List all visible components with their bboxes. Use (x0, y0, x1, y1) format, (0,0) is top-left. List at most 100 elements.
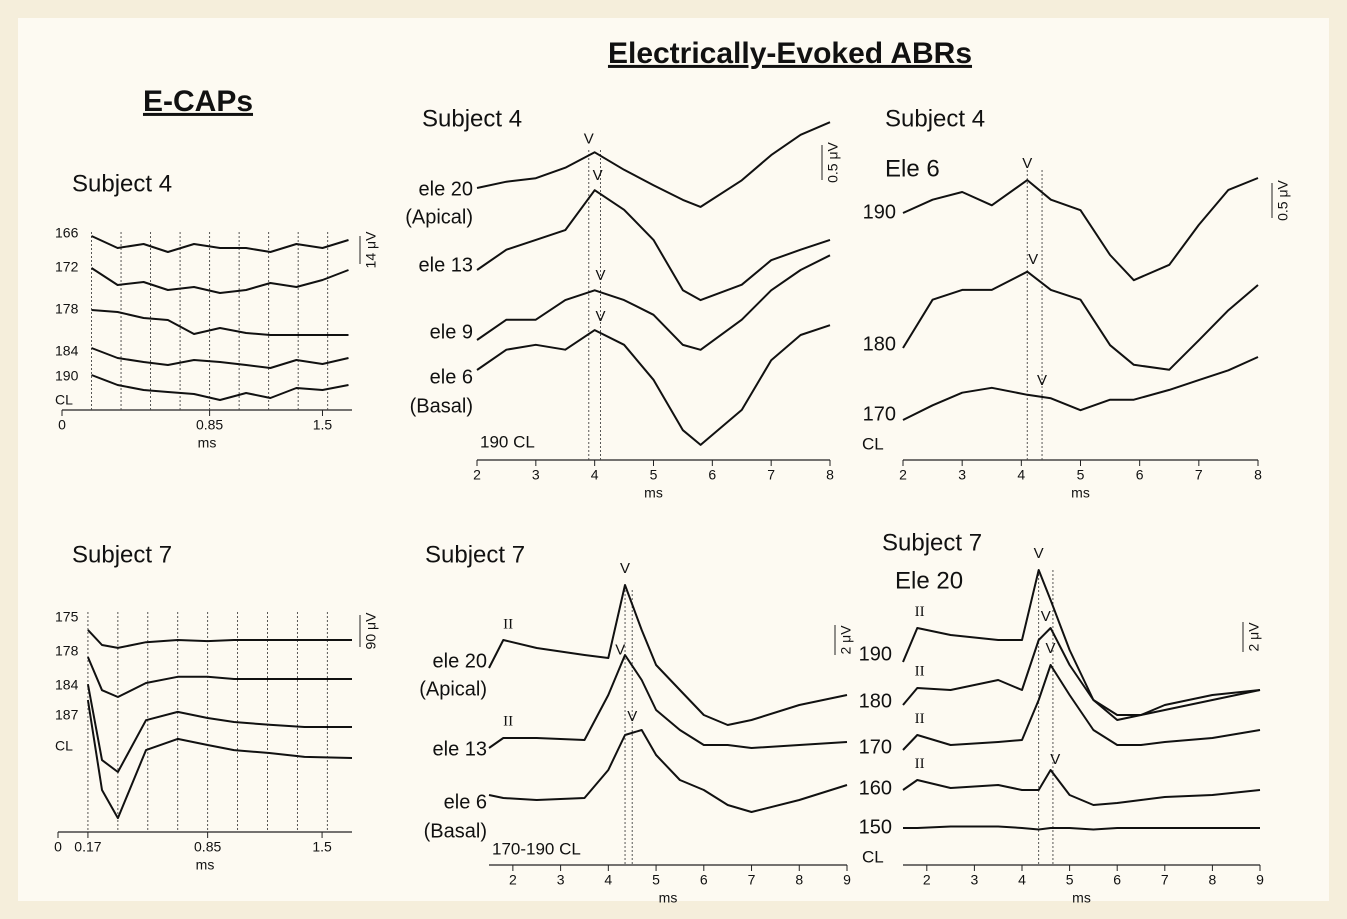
trace (902, 569, 1261, 721)
x-tick-label: 1.5 (312, 839, 332, 855)
peak-label: V (1046, 640, 1056, 657)
x-axis-label: ms (659, 890, 678, 906)
trace-label: ele 6 (430, 366, 473, 388)
trace (86, 684, 352, 773)
x-tick-label: 7 (748, 872, 756, 888)
x-tick-label: 6 (1113, 872, 1121, 888)
trace-label: 170 (863, 403, 896, 425)
trace (902, 664, 1261, 751)
trace-label: 180 (863, 333, 896, 355)
note: CL (55, 392, 73, 408)
trace-label: ele 9 (430, 321, 473, 343)
trace-label: 178 (55, 301, 79, 317)
panel-title: Subject 7 (882, 529, 982, 556)
trace-label: 175 (55, 609, 79, 625)
note: 170-190 CL (492, 839, 581, 858)
x-tick-label: 6 (1136, 467, 1144, 483)
x-tick-label: 3 (557, 872, 565, 888)
scale-bar-label: 14 μV (363, 231, 379, 269)
x-tick-label: 3 (958, 467, 966, 483)
peak-label: II (503, 713, 513, 729)
trace (902, 356, 1259, 421)
trace (91, 374, 349, 401)
x-tick-label: 4 (604, 872, 612, 888)
x-tick-label: 5 (1066, 872, 1074, 888)
trace (902, 769, 1261, 806)
panel-subtitle: Ele 20 (895, 567, 963, 594)
trace-label: 190 (863, 201, 896, 223)
x-axis-label: ms (644, 485, 663, 501)
panel-title: Subject 4 (422, 105, 522, 132)
scale-bar-label: 90 μV (363, 612, 379, 650)
x-tick-label: 9 (843, 872, 851, 888)
x-tick-label: 0.17 (74, 839, 101, 855)
scale-bar-label: 0.5 μV (1275, 179, 1291, 220)
x-tick-label: 0.85 (196, 417, 223, 433)
x-axis-label: ms (196, 857, 215, 873)
trace-label: 187 (55, 707, 79, 723)
trace (91, 235, 349, 253)
figure-title: Electrically-Evoked ABRs (608, 37, 972, 70)
x-tick-label: 8 (826, 467, 834, 483)
x-tick-label: 4 (1018, 872, 1026, 888)
scale-bar-label: 0.5 μV (825, 141, 841, 182)
trace-label: ele 20 (433, 650, 488, 672)
trace (902, 270, 1259, 371)
peak-label: V (593, 167, 603, 184)
peak-label: II (915, 756, 925, 772)
section-title: E-CAPs (143, 85, 253, 118)
panel-title: Subject 4 (885, 105, 985, 132)
trace (903, 825, 1260, 831)
trace (476, 189, 831, 302)
x-tick-label: 9 (1256, 872, 1264, 888)
peak-label: V (1028, 251, 1038, 268)
peak-label: II (915, 604, 925, 620)
trace-label: 190 (859, 643, 892, 665)
x-tick-label: 4 (1017, 467, 1025, 483)
peak-label: V (1041, 608, 1051, 625)
trace-label: 184 (55, 677, 79, 693)
x-tick-label: 8 (1254, 467, 1262, 483)
peak-label: V (584, 130, 594, 147)
peak-label: V (1022, 155, 1032, 172)
x-tick-label: 6 (708, 467, 716, 483)
trace-label: 172 (55, 259, 79, 275)
trace (902, 177, 1259, 282)
trace-label: 150 (859, 816, 892, 838)
trace (86, 656, 352, 698)
scale-bar-label: 2 μV (1246, 622, 1262, 652)
trace-label: ele 20 (419, 178, 474, 200)
x-tick-label: 1.5 (313, 417, 333, 433)
trace (488, 729, 848, 813)
panel-subtitle: Ele 6 (885, 155, 940, 182)
x-tick-label: 5 (1077, 467, 1085, 483)
note: CL (862, 847, 884, 866)
x-axis-label: ms (1071, 485, 1090, 501)
peak-label: V (1034, 545, 1044, 562)
x-tick-label: 7 (1161, 872, 1169, 888)
trace-sublabel: (Apical) (405, 206, 473, 228)
x-axis-label: ms (198, 435, 217, 451)
trace-label: 180 (859, 690, 892, 712)
x-tick-label: 0 (58, 417, 66, 433)
trace (87, 629, 352, 649)
x-tick-label: 5 (650, 467, 658, 483)
peak-label: V (615, 641, 625, 658)
note: 190 CL (480, 432, 535, 451)
trace-label: 178 (55, 643, 79, 659)
trace-sublabel: (Basal) (410, 395, 473, 417)
x-tick-label: 8 (795, 872, 803, 888)
x-tick-label: 5 (652, 872, 660, 888)
trace (91, 309, 349, 336)
peak-label: V (1050, 751, 1060, 768)
x-tick-label: 0.85 (194, 839, 221, 855)
x-tick-label: 2 (899, 467, 907, 483)
note: CL (55, 738, 73, 754)
peak-label: V (596, 267, 606, 284)
x-tick-label: 2 (509, 872, 517, 888)
x-tick-label: 2 (473, 467, 481, 483)
trace-label: ele 6 (444, 791, 487, 813)
trace (488, 584, 848, 726)
x-tick-label: 7 (1195, 467, 1203, 483)
panel-title: Subject 7 (72, 541, 172, 568)
